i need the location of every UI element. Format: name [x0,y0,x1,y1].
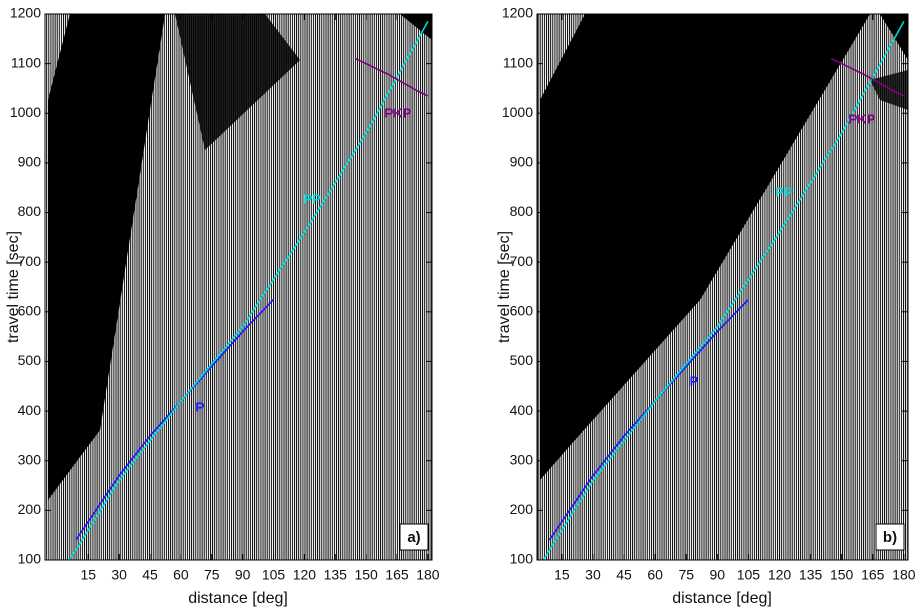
y-tick-label: 600 [510,303,534,319]
x-tick-label: 75 [204,567,220,583]
panel-tag: b) [883,529,897,546]
x-tick-label: 150 [354,567,378,583]
x-tick-label: 105 [737,567,761,583]
x-tick-label: 15 [80,567,96,583]
phase-label: PKP [849,111,876,126]
y-axis-label: travel time [sec] [5,231,22,343]
x-tick-label: 180 [892,567,916,583]
seismograms [45,14,432,560]
plot-frame [536,13,909,561]
y-tick-label: 500 [510,352,534,368]
x-tick-label: 105 [262,567,286,583]
phase-label: PP [303,191,321,206]
y-tick-label: 1000 [502,104,533,120]
x-tick-label: 90 [235,567,251,583]
x-tick-label: 90 [710,567,726,583]
phase-label: PKP [385,105,412,120]
plot-frame [44,13,433,561]
x-tick-label: 165 [385,567,409,583]
x-tick-label: 165 [861,567,885,583]
y-tick-label: 700 [510,253,534,269]
x-axis-label: distance [deg] [672,590,772,607]
panel-tag-box [399,523,429,551]
y-tick-label: 100 [18,551,42,567]
phase-label: PP [775,184,793,199]
x-tick-label: 60 [173,567,189,583]
x-tick-label: 120 [768,567,792,583]
y-tick-label: 800 [18,203,42,219]
y-tick-label: 900 [510,154,534,170]
y-tick-label: 1200 [10,5,41,21]
x-tick-label: 180 [416,567,440,583]
x-tick-label: 15 [554,567,570,583]
x-tick-label: 45 [142,567,158,583]
y-tick-label: 300 [510,451,534,467]
y-tick-label: 1000 [10,104,41,120]
panel-tag-box [875,523,905,551]
phase-label: P [196,399,205,414]
y-tick-label: 100 [510,551,534,567]
x-tick-label: 135 [799,567,823,583]
x-tick-label: 30 [111,567,127,583]
phase-curve [69,21,429,560]
x-tick-label: 135 [324,567,348,583]
y-tick-label: 900 [18,154,42,170]
x-tick-label: 150 [830,567,854,583]
y-tick-label: 500 [18,352,42,368]
x-axis-label: distance [deg] [188,590,288,607]
seismograms [537,14,908,560]
y-tick-label: 1200 [502,5,533,21]
x-tick-label: 30 [585,567,601,583]
plot-lines [69,21,429,560]
x-tick-label: 75 [678,567,694,583]
y-tick-label: 600 [18,303,42,319]
y-axis-label: travel time [sec] [496,231,513,343]
y-tick-label: 200 [18,501,42,517]
y-tick-label: 400 [510,402,534,418]
x-tick-label: 120 [293,567,317,583]
y-tick-label: 700 [18,253,42,269]
panel-tag: a) [407,529,420,546]
y-tick-label: 200 [510,501,534,517]
plot-lines [542,21,905,560]
y-tick-label: 800 [510,203,534,219]
y-tick-label: 300 [18,451,42,467]
y-tick-label: 1100 [503,54,533,70]
y-tick-label: 400 [18,402,42,418]
phase-label: P [690,373,699,388]
x-tick-label: 45 [616,567,632,583]
y-tick-label: 1100 [11,54,41,70]
phase-curve [355,57,429,97]
x-tick-label: 60 [647,567,663,583]
phase-curve [830,57,905,97]
phase-curve [542,21,905,560]
